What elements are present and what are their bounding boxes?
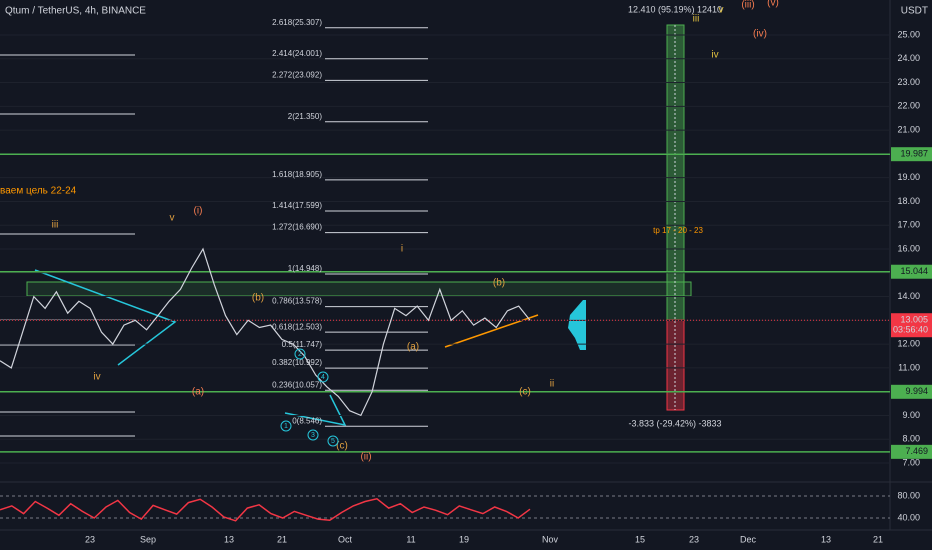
y-tick-label: 11.00 [898, 362, 920, 372]
zone [26, 281, 692, 297]
volume-profile [568, 300, 586, 350]
x-tick-label: Nov [542, 534, 559, 544]
fib-label: 1(14.948) [288, 264, 323, 273]
y-tick-label: 19.00 [897, 172, 920, 182]
x-tick-label: 15 [635, 534, 645, 544]
wave-circle [317, 371, 329, 383]
level-label: 9.994 [905, 386, 928, 396]
current-label: 13.005 [900, 315, 928, 325]
y-tick-label: 21.00 [897, 124, 920, 134]
wave-label: ii [550, 379, 554, 390]
y-tick-label: 12.00 [897, 338, 920, 348]
price-line [0, 247, 531, 417]
x-tick-label: Sep [140, 534, 156, 544]
x-tick-label: 13 [821, 534, 831, 544]
level-badge [891, 147, 932, 162]
level-badge [891, 264, 932, 279]
x-tick-label: 13 [224, 534, 234, 544]
x-tick-label: 11 [406, 534, 415, 544]
triangle [34, 269, 177, 366]
wave-label: 2 [298, 351, 302, 358]
note: 12.410 (95.19%) 12410 [628, 4, 722, 14]
wave-label: (b) [252, 293, 264, 304]
fib-label: 2.414(24.001) [272, 49, 322, 58]
wave-label: 5 [331, 438, 335, 445]
wave-label: (iii) [741, 0, 754, 11]
fib-label: 2(21.350) [288, 112, 323, 121]
level-badge [891, 444, 932, 459]
current-timer: 03:56:40 [893, 325, 928, 335]
fib-label: 2.272(23.092) [272, 70, 322, 79]
wave-label: (c) [336, 441, 348, 452]
note: tp 17 - 20 - 23 [653, 226, 703, 235]
wave-label: (iv) [753, 29, 767, 40]
y-tick-label: 9.00 [902, 410, 920, 420]
wave-label: iv [93, 372, 100, 383]
wave-label: v [170, 213, 175, 224]
y-tick-label: 8.00 [902, 434, 920, 444]
y-tick-label: 16.00 [897, 243, 920, 253]
note: -3.833 (-29.42%) -3833 [628, 418, 721, 428]
currency: USDT [901, 6, 928, 17]
level-badge [891, 384, 932, 399]
wedge [284, 394, 347, 427]
fib-label: 1.272(16.690) [272, 223, 322, 232]
wave-label: (v) [767, 0, 779, 9]
current-badge [891, 313, 932, 338]
wave-label: (a) [192, 387, 204, 398]
note: ваем цель 22-24 [0, 186, 77, 197]
wave-label: 1 [284, 423, 288, 430]
level-label: 15.044 [900, 266, 928, 276]
y-tick-label: 18.00 [897, 196, 920, 206]
y-tick-label: 14.00 [897, 291, 920, 301]
level-label: 7.469 [905, 446, 928, 456]
x-tick-label: 19 [459, 534, 469, 544]
rsi-line [0, 497, 531, 522]
wave-circle [294, 348, 306, 360]
wave-label: (i) [194, 206, 203, 217]
wave-label: (b) [493, 278, 505, 289]
x-tick-label: 21 [277, 534, 287, 544]
fib-label: 0.618(12.503) [272, 322, 322, 331]
y-tick-label: 7.00 [902, 457, 920, 467]
symbol-title: Qtum / TetherUS, 4h, BINANCE [5, 6, 146, 17]
y-tick-label: 24.00 [897, 53, 920, 63]
wave-label: (ii) [360, 452, 371, 463]
wave-label: (a) [407, 342, 419, 353]
y-tick-label: 17.00 [897, 220, 920, 230]
fib-label: 0.5(11.747) [282, 340, 323, 349]
wave-circle [307, 429, 319, 441]
y-tick-label: 22.00 [897, 101, 920, 111]
y-tick-label: 23.00 [897, 77, 920, 87]
wave-label: iii [693, 14, 700, 25]
x-tick-label: Dec [740, 534, 757, 544]
wave-label: iii [52, 220, 59, 231]
rsi-tick-label: 40.00 [897, 512, 920, 522]
x-tick-label: Oct [338, 534, 353, 544]
fib-label: 1.618(18.905) [272, 170, 322, 179]
fib-label: 2.618(25.307) [272, 18, 322, 27]
wave-label: (c) [519, 387, 531, 398]
wave-circle [280, 420, 292, 432]
wave-circle [327, 435, 339, 447]
rsi-tick-label: 80.00 [897, 490, 920, 500]
fib-label: 0(8.546) [292, 416, 322, 425]
wave-label: i [401, 244, 403, 255]
wave-label: v [719, 5, 724, 16]
fib-label: 1.414(17.599) [272, 201, 322, 210]
x-tick-label: 23 [689, 534, 699, 544]
x-tick-label: 23 [85, 534, 95, 544]
fib-label: 0.382(10.992) [272, 358, 322, 367]
fib-label: 0.786(13.578) [272, 297, 322, 306]
y-tick-label: 25.00 [897, 29, 920, 39]
wave-label: 3 [311, 432, 315, 439]
x-tick-label: 21 [873, 534, 883, 544]
fib-label: 0.236(10.057) [272, 380, 322, 389]
wave-label: iv [711, 50, 718, 61]
level-label: 19.987 [900, 149, 928, 159]
wave-label: 4 [321, 374, 325, 381]
